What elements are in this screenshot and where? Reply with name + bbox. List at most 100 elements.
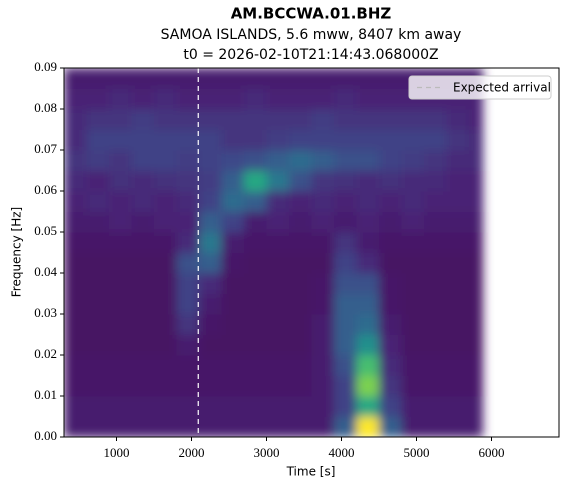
heatmap-cell — [289, 211, 312, 233]
heatmap-cell — [334, 375, 357, 397]
heatmap-cell — [244, 129, 267, 151]
heatmap-cell — [86, 109, 110, 130]
heatmap-cell — [131, 191, 155, 212]
heatmap-cell — [266, 109, 290, 130]
heatmap-cell — [334, 293, 357, 315]
heatmap-cell — [244, 191, 267, 212]
heatmap-cell — [109, 396, 132, 417]
chart-subtitle: t0 = 2026-02-10T21:14:43.068000Z — [183, 47, 438, 63]
x-tick-label: 5000 — [404, 445, 430, 460]
heatmap-cell — [199, 129, 222, 151]
heatmap-cell — [356, 232, 380, 253]
heatmap-cell — [154, 416, 177, 437]
heatmap-cell — [311, 416, 335, 437]
heatmap-cell — [221, 129, 245, 151]
heatmap-cell — [131, 170, 155, 192]
heatmap-cell — [356, 355, 380, 376]
heatmap-cell — [109, 232, 132, 253]
heatmap-cell — [356, 68, 380, 89]
heatmap-cell — [311, 170, 335, 192]
heatmap-cell — [469, 293, 483, 315]
heatmap-cell — [446, 150, 470, 171]
y-axis-label: Frequency [Hz] — [10, 207, 24, 298]
heatmap-cell — [446, 416, 470, 437]
heatmap-cell — [469, 129, 483, 151]
heatmap-cell — [401, 314, 425, 335]
heatmap-cell — [64, 355, 87, 376]
heatmap-cell — [334, 211, 357, 233]
heatmap-cell — [199, 375, 222, 397]
heatmap-cell — [311, 109, 335, 130]
heatmap-cell — [446, 232, 470, 253]
heatmap-cell — [176, 375, 200, 397]
heatmap-cell — [311, 375, 335, 397]
heatmap-cell — [424, 191, 447, 212]
heatmap-cell — [109, 129, 132, 151]
heatmap-cell — [109, 416, 132, 437]
heatmap-cell — [289, 88, 312, 110]
heatmap-cell — [64, 252, 87, 274]
heatmap-cell — [469, 334, 483, 356]
heatmap-cell — [64, 396, 87, 417]
heatmap-cell — [401, 211, 425, 233]
heatmap-cell — [266, 396, 290, 417]
x-tick-label: 1000 — [104, 445, 130, 460]
heatmap-cell — [356, 191, 380, 212]
heatmap-cell — [109, 211, 132, 233]
heatmap-cell — [64, 293, 87, 315]
heatmap-cell — [221, 150, 245, 171]
heatmap-cell — [176, 334, 200, 356]
heatmap-cell — [289, 109, 312, 130]
heatmap-cell — [244, 334, 267, 356]
heatmap-cell — [334, 355, 357, 376]
heatmap-cell — [356, 334, 380, 356]
heatmap-cell — [311, 355, 335, 376]
heatmap-cell — [221, 416, 245, 437]
heatmap-cell — [176, 273, 200, 294]
y-tick-label: 0.09 — [34, 59, 57, 74]
heatmap-cell — [446, 170, 470, 192]
heatmap-cell — [109, 375, 132, 397]
heatmap-cell — [311, 396, 335, 417]
heatmap-cell — [266, 375, 290, 397]
heatmap-cell — [289, 293, 312, 315]
heatmap-cell — [176, 293, 200, 315]
heatmap-cell — [469, 314, 483, 335]
chart-subtitle: SAMOA ISLANDS, 5.6 mww, 8407 km away — [161, 27, 462, 43]
heatmap-cell — [176, 109, 200, 130]
heatmap-cell — [424, 170, 447, 192]
heatmap-cell — [311, 68, 335, 89]
y-tick-label: 0.00 — [34, 428, 57, 443]
heatmap-cell — [379, 252, 402, 274]
heatmap-cell — [379, 191, 402, 212]
heatmap-cell — [311, 314, 335, 335]
heatmap-cell — [131, 150, 155, 171]
heatmap-cell — [446, 334, 470, 356]
heatmap-cell — [401, 355, 425, 376]
heatmap-cell — [334, 191, 357, 212]
heatmap-cell — [154, 129, 177, 151]
heatmap-cell — [446, 396, 470, 417]
heatmap-cell — [356, 150, 380, 171]
heatmap-cell — [401, 252, 425, 274]
heatmap-cell — [244, 68, 267, 89]
y-tick-label: 0.04 — [34, 264, 57, 279]
heatmap-cell — [221, 232, 245, 253]
heatmap-cell — [176, 416, 200, 437]
heatmap-cell — [334, 88, 357, 110]
heatmap-cell — [176, 314, 200, 335]
heatmap-cell — [289, 314, 312, 335]
heatmap-cell — [109, 293, 132, 315]
heatmap-cell — [401, 232, 425, 253]
heatmap-cell — [311, 293, 335, 315]
heatmap-cell — [109, 191, 132, 212]
heatmap-cell — [199, 109, 222, 130]
heatmap-cell — [401, 416, 425, 437]
heatmap-cell — [356, 252, 380, 274]
heatmap-cell — [131, 68, 155, 89]
heatmap-cell — [379, 211, 402, 233]
heatmap-cell — [401, 375, 425, 397]
heatmap-cell — [221, 334, 245, 356]
heatmap-cell — [199, 232, 222, 253]
heatmap-cell — [356, 170, 380, 192]
